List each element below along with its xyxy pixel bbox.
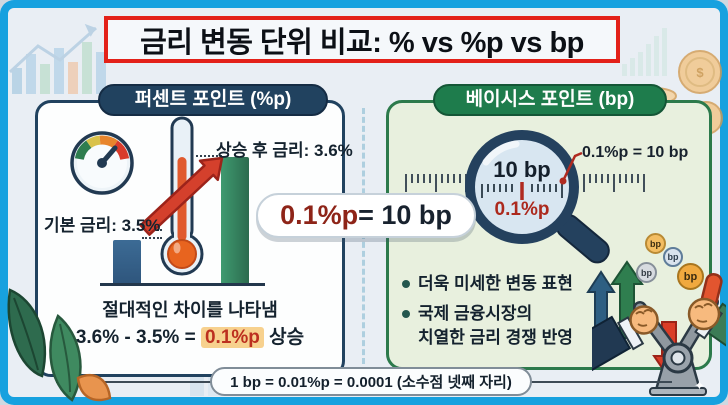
leader-line — [142, 237, 162, 239]
base-rate-label: 기본 금리: 3.5% — [44, 216, 161, 235]
difference-formula: 3.6% - 3.5% = 0.1%p 상승 — [35, 322, 345, 349]
page-title-text: 금리 변동 단위 비교: % vs %p vs bp — [140, 26, 584, 59]
lens-value-percent: 0.1%p — [494, 199, 550, 220]
formula-prefix: 3.6% - 3.5% = — [75, 327, 201, 348]
bp-badge-text: bp — [683, 270, 698, 283]
gauge-icon — [70, 131, 134, 195]
risen-rate-bar — [221, 157, 249, 283]
list-item: 더욱 미세한 변동 표현 — [402, 272, 573, 296]
equation-lhs: 0.1%p — [280, 200, 359, 230]
bp-badge: bp — [645, 233, 666, 254]
footer-note: 1 bp = 0.01%p = 0.0001 (소수점 넷째 자리) — [210, 367, 532, 396]
bp-badge: bp — [677, 263, 704, 290]
page-title: 금리 변동 단위 비교: % vs %p vs bp — [104, 16, 620, 63]
leaf-decoration — [7, 288, 112, 402]
svg-text:$: $ — [696, 65, 704, 80]
magnifier-icon — [405, 130, 645, 264]
bp-badge: bp — [636, 262, 657, 283]
lever-hands-illustration — [592, 273, 726, 396]
percent-point-header-text: 퍼센트 포인트 (%p) — [134, 89, 292, 110]
difference-caption: 절대적인 차이를 나타냄 — [102, 300, 278, 320]
basis-point-header: 베이시스 포인트 (bp) — [433, 84, 667, 116]
formula-highlight: 0.1%p — [200, 327, 264, 348]
callout-label: 0.1%p = 10 bp — [582, 144, 689, 161]
percent-point-header: 퍼센트 포인트 (%p) — [98, 84, 328, 116]
bp-badge: bp — [663, 247, 683, 267]
rising-arrow-icon — [139, 156, 224, 236]
leader-line — [196, 155, 222, 157]
base-rate-bar — [113, 240, 141, 283]
footer-note-text: 1 bp = 0.01%p = 0.0001 (소수점 넷째 자리) — [230, 374, 512, 391]
list-item-text: 더욱 미세한 변동 표현 — [418, 274, 573, 293]
equation-box: 0.1%p = 10 bp — [256, 193, 476, 238]
bp-badge-text: bp — [667, 252, 679, 262]
lens-value-bp: 10 bp — [493, 157, 551, 182]
bp-badge-text: bp — [650, 238, 661, 249]
formula-suffix: 상승 — [263, 327, 305, 348]
after-rate-label: 상승 후 금리: 3.6% — [216, 141, 353, 160]
list-item-text: 국제 금융시장의 치열한 금리 경쟁 반영 — [418, 304, 573, 347]
baseline — [100, 283, 265, 286]
basis-point-header-text: 베이시스 포인트 (bp) — [465, 89, 635, 110]
equation-rhs: = 10 bp — [358, 200, 452, 230]
list-item: 국제 금융시장의 치열한 금리 경쟁 반영 — [402, 302, 573, 350]
benefit-list: 더욱 미세한 변동 표현 국제 금융시장의 치열한 금리 경쟁 반영 — [402, 272, 573, 356]
bullet-dot — [402, 280, 410, 288]
bp-badge-text: bp — [641, 267, 652, 278]
sparkle-decoration: ✦ — [694, 378, 705, 393]
bullet-dot — [402, 310, 410, 318]
